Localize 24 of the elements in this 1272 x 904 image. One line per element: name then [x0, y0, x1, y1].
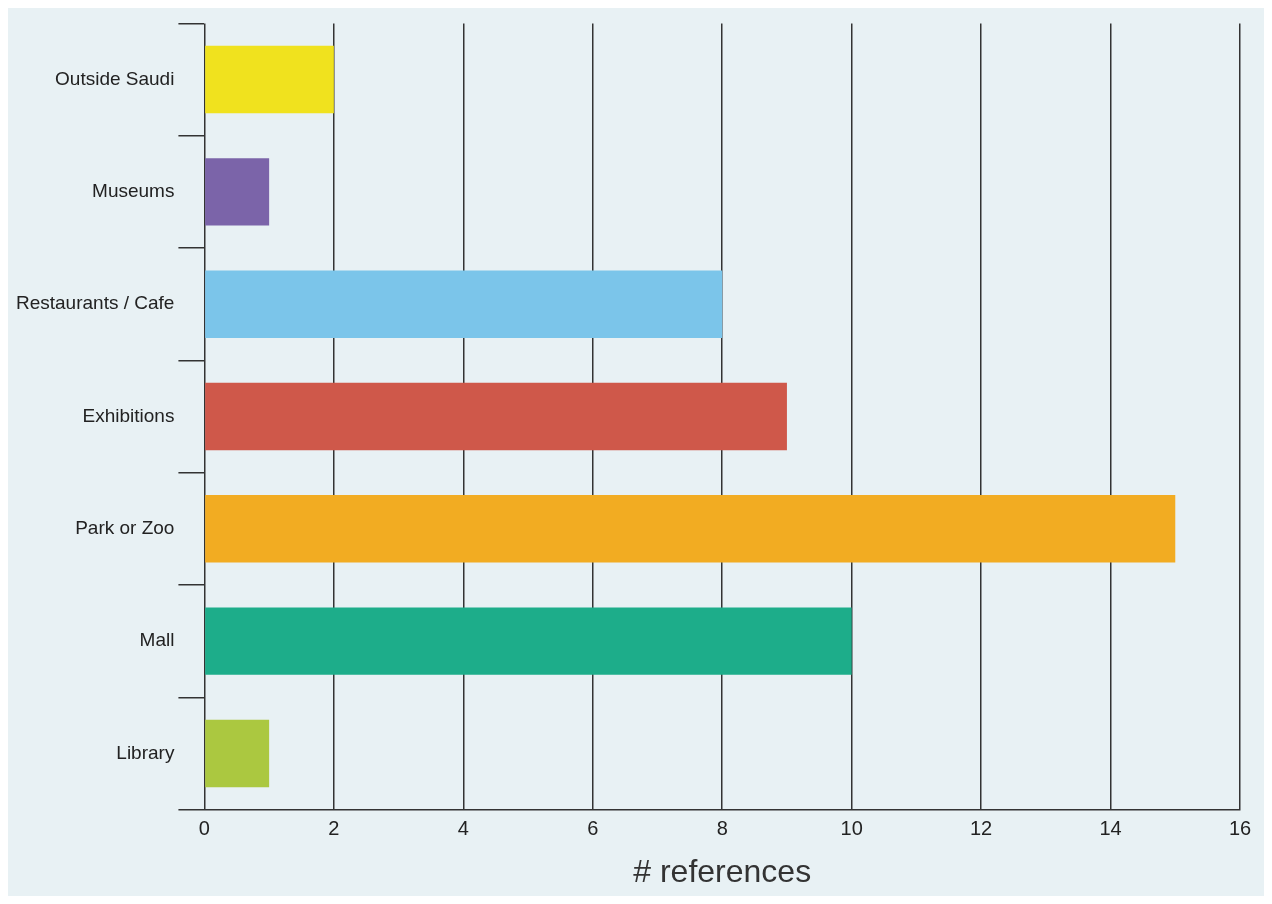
y-tick-label: Library: [116, 741, 175, 763]
bar: [205, 382, 787, 451]
bar: [205, 607, 852, 675]
x-tick-label: 10: [840, 817, 863, 840]
x-tick-label: 2: [328, 817, 340, 840]
x-tick-label: 0: [198, 817, 210, 840]
x-axis-title: # references: [633, 852, 812, 889]
bar: [205, 158, 270, 226]
x-tick-label: 16: [1228, 817, 1252, 840]
y-tick-label: Park or Zoo: [75, 517, 175, 539]
y-tick-label: Mall: [139, 629, 175, 651]
x-tick-label: 4: [457, 817, 469, 840]
y-tick-label: Museums: [92, 180, 175, 202]
x-tick-label: 8: [716, 817, 728, 840]
x-tick-label: 12: [969, 817, 993, 840]
bar: [205, 45, 334, 114]
x-tick-label: 6: [587, 817, 599, 840]
y-tick-label: Restaurants / Cafe: [15, 292, 175, 314]
y-tick-label: Outside Saudi: [55, 67, 175, 89]
bar: [205, 495, 1176, 563]
x-tick-label: 14: [1099, 817, 1122, 840]
y-tick-label: Exhibitions: [82, 404, 175, 426]
bar: [205, 270, 723, 338]
bar: [205, 719, 270, 788]
